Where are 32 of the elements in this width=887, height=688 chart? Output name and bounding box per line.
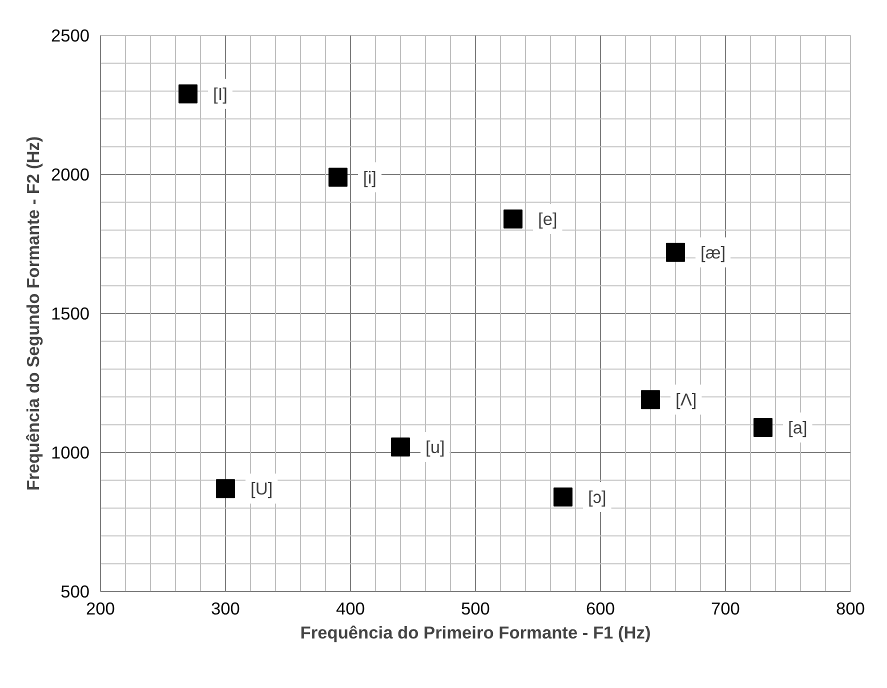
point — [641, 390, 660, 410]
point — [328, 168, 348, 187]
point — [216, 479, 235, 498]
x-tick-label: 300 — [211, 598, 240, 618]
x-tick-label: 800 — [836, 598, 865, 618]
y-tick-label: 1000 — [50, 442, 90, 462]
annotation: [u] — [426, 436, 445, 457]
point — [554, 487, 572, 506]
y-tick-label: 1500 — [50, 304, 90, 324]
point — [178, 84, 198, 104]
x-tick-label: 700 — [711, 598, 740, 618]
x-tick-label: 400 — [336, 598, 365, 618]
x-axis-title: Frequência do Primeiro Formante - F1 (Hz) — [300, 622, 651, 642]
y-axis-title: Frequência do Segundo Formante - F2 (Hz) — [22, 136, 43, 491]
point — [504, 209, 522, 228]
x-tick-label: 600 — [586, 598, 615, 618]
point — [754, 418, 772, 437]
point — [666, 242, 685, 262]
annotation: [U] — [250, 478, 273, 499]
annotation: [ɔ] — [588, 486, 606, 507]
y-tick-label: 500 — [60, 582, 90, 602]
annotation: [I] — [213, 84, 228, 104]
annotation: [a] — [788, 417, 808, 438]
annotation: [Λ] — [676, 390, 697, 410]
x-tick-label: 200 — [86, 598, 115, 618]
y-tick-label: 2500 — [50, 26, 90, 46]
x-tick-label: 500 — [461, 598, 490, 618]
point — [391, 437, 410, 456]
y-tick-label: 2000 — [50, 164, 90, 184]
annotation: [æ] — [700, 242, 726, 262]
annotation: [i] — [363, 167, 376, 188]
annotation: [e] — [538, 208, 558, 229]
